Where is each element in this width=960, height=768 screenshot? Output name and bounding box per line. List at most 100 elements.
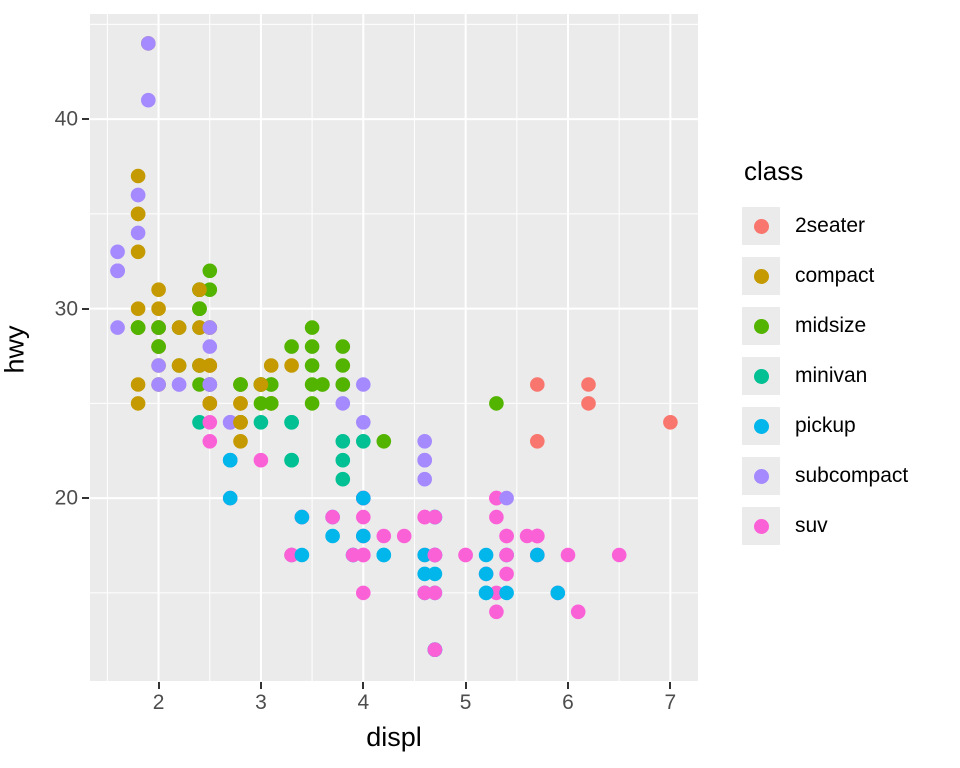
legend-entry: suv (742, 507, 908, 545)
data-point (417, 585, 433, 601)
data-point (171, 358, 187, 373)
x-tick-mark (259, 682, 262, 689)
legend-label: pickup (795, 414, 856, 437)
point-swatch-icon (753, 268, 769, 284)
data-point (192, 415, 207, 430)
data-point (335, 471, 351, 487)
data-point (304, 320, 320, 335)
data-point (499, 490, 514, 506)
data-point (376, 528, 392, 544)
data-point (499, 528, 514, 544)
data-point (499, 547, 514, 563)
data-point (284, 358, 299, 373)
y-tick-label: 30 (54, 297, 78, 321)
data-point (663, 415, 678, 430)
data-point (478, 566, 494, 582)
data-point (202, 358, 218, 373)
data-point (202, 282, 218, 298)
data-point (192, 282, 207, 298)
data-point (417, 547, 433, 563)
data-point (530, 377, 545, 392)
data-point (417, 566, 433, 582)
data-point (315, 377, 330, 392)
data-point (233, 377, 248, 392)
data-point (151, 282, 166, 298)
data-point (151, 358, 166, 373)
data-point (253, 415, 269, 430)
data-point (202, 396, 218, 411)
data-point (478, 547, 494, 563)
data-point (356, 528, 371, 544)
x-tick-label: 5 (459, 691, 472, 714)
y-tick-label: 40 (54, 107, 78, 131)
legend-key (742, 457, 780, 495)
data-point (427, 509, 443, 525)
x-axis-title: displ (366, 722, 422, 752)
y-tick-mark (82, 307, 89, 310)
point-swatch-icon (753, 368, 769, 384)
legend-label: 2seater (795, 214, 866, 237)
data-point (130, 225, 146, 241)
data-point (253, 377, 269, 392)
data-point (263, 377, 279, 392)
data-point (458, 547, 473, 563)
legend-key (742, 507, 780, 545)
data-point (130, 187, 146, 203)
data-point (356, 434, 371, 449)
data-point (335, 434, 351, 449)
data-point (192, 320, 207, 335)
legend-key (742, 207, 780, 245)
x-tick-label: 7 (664, 691, 677, 714)
data-point (304, 339, 320, 354)
data-point (356, 377, 371, 392)
data-point (202, 263, 218, 279)
data-point (304, 358, 320, 373)
data-point (151, 377, 166, 392)
y-tick-mark (82, 118, 89, 121)
x-tick-label: 4 (357, 691, 370, 714)
data-point (427, 566, 443, 582)
legend-entry: compact (742, 257, 908, 295)
data-point (611, 547, 627, 563)
x-tick-mark (157, 682, 160, 689)
data-point (233, 434, 248, 449)
data-point (550, 585, 566, 601)
data-point (335, 358, 351, 373)
data-point (110, 263, 125, 279)
data-point (417, 452, 433, 468)
plot-panel (90, 14, 698, 681)
legend-label: compact (795, 264, 875, 287)
data-point (335, 452, 351, 468)
legend-entry: minivan (742, 357, 908, 395)
legend-key (742, 307, 780, 345)
data-point (222, 452, 238, 468)
data-point (253, 396, 269, 411)
data-point (356, 585, 371, 601)
data-point (171, 320, 187, 335)
data-point (519, 528, 535, 544)
y-tick-label: 20 (54, 486, 78, 510)
data-point (489, 585, 504, 601)
data-point (294, 509, 310, 525)
legend-title: class (744, 156, 804, 186)
data-point (294, 547, 310, 563)
data-point (530, 434, 545, 449)
data-point (376, 547, 392, 563)
data-point (427, 642, 443, 657)
data-point (570, 604, 586, 620)
data-point (110, 244, 125, 260)
data-point (427, 585, 443, 601)
legend-entry: subcompact (742, 457, 908, 495)
data-point (202, 320, 218, 335)
data-point (130, 396, 146, 411)
x-tick-mark (567, 682, 569, 689)
data-point (427, 547, 443, 563)
data-point (284, 452, 299, 468)
data-point (284, 547, 299, 563)
data-point (202, 377, 218, 392)
data-point (356, 509, 371, 525)
data-point (499, 566, 514, 582)
x-tick-label: 2 (152, 691, 165, 714)
data-point (335, 339, 351, 354)
data-point (499, 585, 514, 601)
